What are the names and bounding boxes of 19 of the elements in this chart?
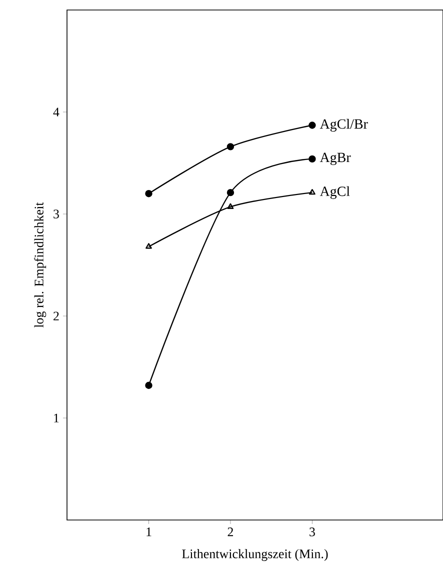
y-tick-label: 2 [53,312,59,320]
x-axis-title: Lithentwicklungszeit (Min.) [182,549,328,561]
x-tick-label: 1 [146,528,152,536]
point [227,203,234,209]
series-label: AgCl [320,186,350,199]
y-axis-title: log rel. Empfindlichkeit [34,202,46,328]
series-label: AgBr [320,152,351,166]
point [226,188,234,196]
series-label: AgCl/Br [320,118,368,132]
x-tick-label: 2 [228,528,233,536]
x-tick-label: 3 [309,528,315,536]
point [226,143,234,150]
point [144,190,152,198]
point [144,382,152,389]
y-tick-label: 3 [53,210,59,218]
point [308,122,316,129]
y-tick-label: 1 [54,414,59,422]
y-tick-label: 4 [53,108,60,116]
point [308,155,316,163]
